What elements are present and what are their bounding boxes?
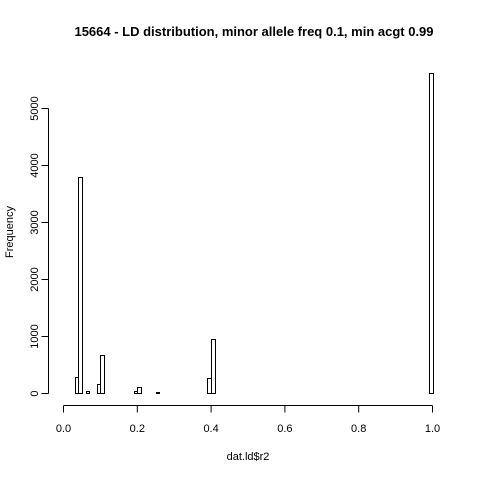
y-tick-label: 4000 — [29, 153, 41, 177]
y-tick-label: 0 — [29, 390, 41, 396]
histogram-bar — [156, 392, 160, 394]
histogram-bar — [137, 387, 142, 394]
y-axis: 0 1000 2000 3000 4000 5000 — [29, 96, 49, 397]
x-tick-label: 0.4 — [203, 423, 218, 435]
y-tick-label: 3000 — [29, 210, 41, 234]
histogram-bar — [86, 391, 90, 394]
x-axis-label: dat.ld$r2 — [227, 451, 270, 463]
y-tick-label: 1000 — [29, 324, 41, 348]
chart-title: 15664 - LD distribution, minor allele fr… — [74, 24, 433, 39]
x-tick-label: 0.8 — [351, 423, 366, 435]
histogram-bar — [100, 355, 105, 394]
x-tick-label: 0.0 — [56, 423, 71, 435]
histogram-bar — [78, 177, 83, 394]
histogram-bars — [75, 73, 434, 394]
y-tick-label: 2000 — [29, 267, 41, 291]
y-tick-label: 5000 — [29, 96, 41, 120]
histogram-bar — [211, 339, 216, 394]
histogram-bar — [429, 73, 434, 394]
x-tick-label: 0.6 — [277, 423, 292, 435]
x-axis: 0.0 0.2 0.4 0.6 0.8 1.0 — [56, 405, 440, 435]
histogram-bar — [207, 378, 212, 394]
y-axis-label: Frequency — [4, 206, 16, 258]
x-tick-label: 1.0 — [425, 423, 440, 435]
x-tick-label: 0.2 — [130, 423, 145, 435]
